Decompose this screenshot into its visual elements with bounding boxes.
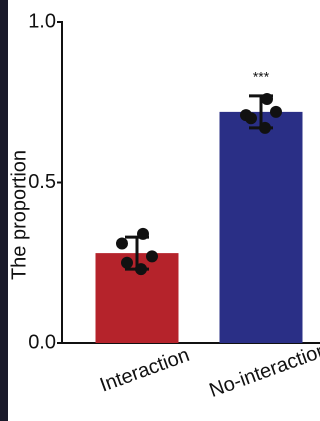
data-point [270,106,282,118]
chart: The proportion 0.0 0.5 1.0 Interaction No-in… [0,0,320,421]
data-point [137,228,149,240]
y-tick-label: 0.5 [28,171,56,193]
y-tick-label: 1.0 [28,10,56,32]
data-point [146,250,158,262]
x-tick-label: No-interaction [206,339,320,402]
left-image-strip [0,0,8,421]
page: The proportion 0.0 0.5 1.0 Interaction No-in… [0,0,320,421]
y-axis-label: The proportion [8,150,30,280]
annotation: *** [253,69,270,85]
x-tick-label: Interaction [97,344,192,397]
data-point [121,257,133,269]
data-point [261,93,273,105]
y-tick-label: 0.0 [28,331,56,353]
bar [220,112,303,343]
data-point [259,122,271,134]
data-point [245,112,257,124]
data-point [135,263,147,275]
data-point [116,237,128,249]
